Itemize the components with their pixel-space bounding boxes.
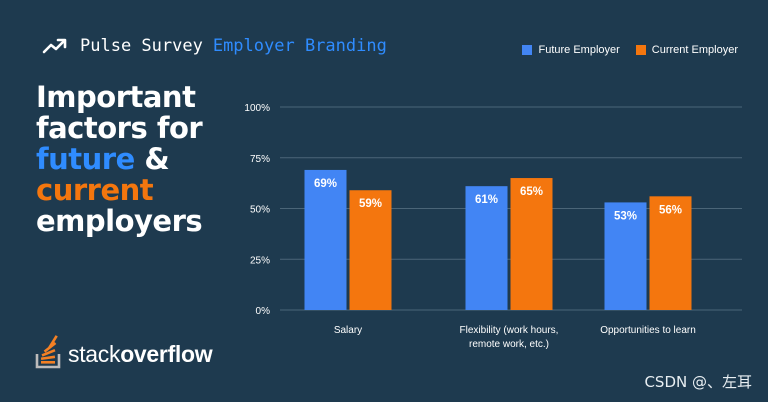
stackoverflow-logo: stackoverflow [34,332,213,370]
bar-future [604,202,647,310]
bar-future [304,169,347,310]
legend-label-future: Future Employer [538,44,620,56]
y-tick-label: 100% [244,103,270,114]
watermark: CSDN @、左耳 [644,373,752,391]
x-category-label: Flexibility (work hours, [460,325,559,336]
stackoverflow-icon [35,335,61,369]
y-tick-label: 25% [250,255,270,266]
legend-label-current: Current Employer [651,44,738,56]
bar-future [465,186,508,310]
headline-line-3: future & [36,144,226,175]
bar-current [649,196,692,310]
logo-word-overflow: overflow [120,341,213,367]
data-label: 65% [520,186,543,198]
chart-legend: Future Employer Current Employer [506,44,738,56]
x-category-label: Opportunities to learn [600,325,696,336]
x-category-label: remote work, etc.) [469,339,549,350]
y-tick-label: 50% [250,205,270,216]
trend-up-icon [42,38,67,54]
legend-swatch-current [635,45,646,55]
headline-line-2: factors for [36,111,203,145]
header-subtitle: Employer Branding [212,36,387,56]
data-label: 56% [659,204,682,216]
headline: Important factors for future & current e… [36,82,226,237]
data-label: 59% [359,198,382,210]
data-label: 53% [614,210,637,222]
headline-line-1: Important [36,80,196,114]
legend-item-future: Future Employer [522,44,620,56]
headline-future: future [36,142,135,176]
headline-current: current [36,173,154,207]
header-title: Pulse Survey [80,36,203,56]
bar-current [349,190,392,310]
data-label: 69% [314,178,337,190]
legend-item-current: Current Employer [635,44,738,56]
y-tick-label: 0% [256,306,271,317]
x-category-label: Salary [334,325,362,336]
headline-ampersand: & [134,142,170,176]
data-label: 61% [475,194,498,206]
y-tick-label: 75% [250,154,270,165]
headline-line-5: employers [36,204,203,238]
logo-word-stack: stack [68,341,121,367]
survey-header: Pulse Survey Employer Branding [42,36,387,56]
logo-wordmark: stackoverflow [68,341,213,368]
bar-current [510,178,553,310]
legend-swatch-future [522,45,533,55]
